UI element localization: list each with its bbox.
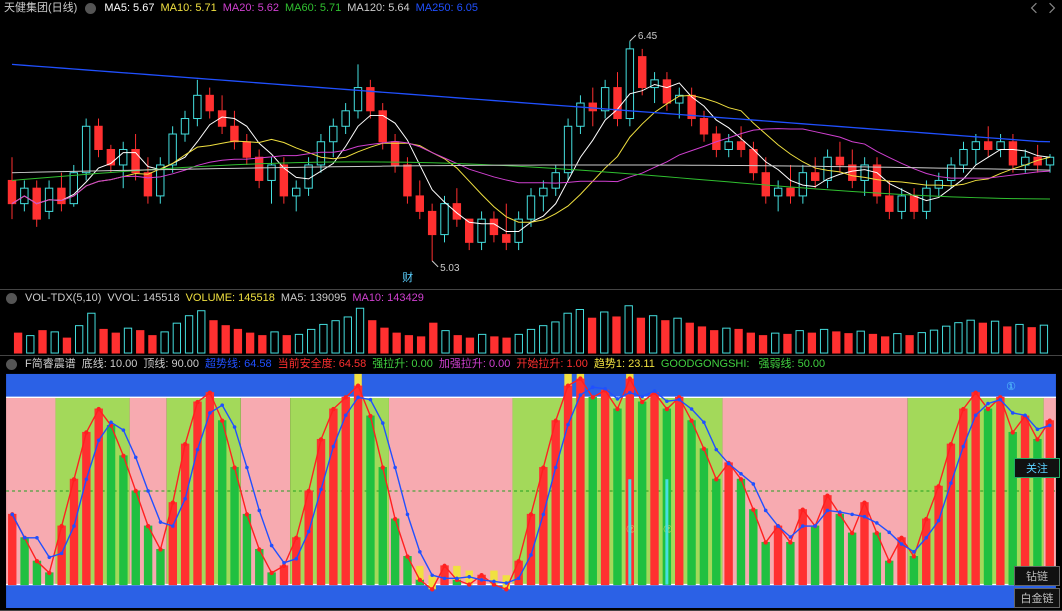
metric-label: MA5: 5.67 [104,2,154,14]
metric-label: 超势线: 64.58 [205,358,272,370]
svg-text:6.45: 6.45 [638,31,658,42]
price-chart[interactable]: 6.45 5.03 财 [0,0,1062,289]
metric-label: 底线: 10.00 [82,358,138,370]
metric-label: 当前安全度: 64.58 [278,358,367,370]
metric-label: 顶线: 90.00 [143,358,199,370]
price-chart-panel[interactable]: 天健集团(日线) MA5: 5.67 MA10: 5.71 MA20: 5.62 MA… [0,0,1062,290]
indicator-title: F简睿震谱 [25,357,76,371]
svg-text:5.03: 5.03 [440,263,460,274]
indicator-chart[interactable]: ②② [0,356,1062,610]
indicator-panel[interactable]: F简睿震谱 底线: 10.00 顶线: 90.00 超势线: 64.58 当前安全度:… [0,356,1062,611]
metric-label: MA60: 5.71 [285,2,341,14]
metric-label: GOODGONGSHI: [661,358,753,370]
price-header: 天健集团(日线) MA5: 5.67 MA10: 5.71 MA20: 5.62 MA… [4,1,1058,15]
watch-button[interactable]: 关注 [1014,458,1060,478]
metric-label: MA20: 5.62 [223,2,279,14]
indicator-header: F简睿震谱 底线: 10.00 顶线: 90.00 超势线: 64.58 当前安全度:… [4,357,1058,371]
diamond-chain-button[interactable]: 钻链 [1014,566,1060,586]
chevron-left-icon[interactable] [1028,2,1040,14]
metric-label: MA10: 5.71 [160,2,216,14]
metric-label: 强拉升: 0.00 [372,358,433,370]
metric-label: 开始拉升: 1.00 [516,358,588,370]
svg-text:财: 财 [402,270,413,284]
toggle-disc-icon[interactable] [6,293,17,304]
toggle-disc-icon[interactable] [6,359,17,370]
toggle-disc-icon[interactable] [85,3,96,14]
volume-title: VOL-TDX(5,10) [25,291,101,305]
metric-label: MA10: 143429 [352,292,424,304]
circled-1-icon: ① [1006,380,1016,393]
metric-label: 强弱线: 50.00 [759,358,826,370]
chevron-right-icon[interactable] [1046,2,1058,14]
metric-label: VOLUME: 145518 [186,292,275,304]
volume-panel[interactable]: VOL-TDX(5,10) VVOL: 145518 VOLUME: 145518… [0,290,1062,356]
metric-label: MA5: 139095 [281,292,346,304]
platinum-chain-button[interactable]: 白金链 [1014,588,1060,608]
metric-label: 加强拉升: 0.00 [439,358,511,370]
stock-title: 天健集团(日线) [4,1,77,15]
volume-header: VOL-TDX(5,10) VVOL: 145518 VOLUME: 145518… [4,291,1058,305]
metric-label: MA120: 5.64 [347,2,409,14]
metric-label: 趋势1: 23.11 [594,358,655,370]
metric-label: MA250: 6.05 [416,2,478,14]
metric-label: VVOL: 145518 [107,292,179,304]
